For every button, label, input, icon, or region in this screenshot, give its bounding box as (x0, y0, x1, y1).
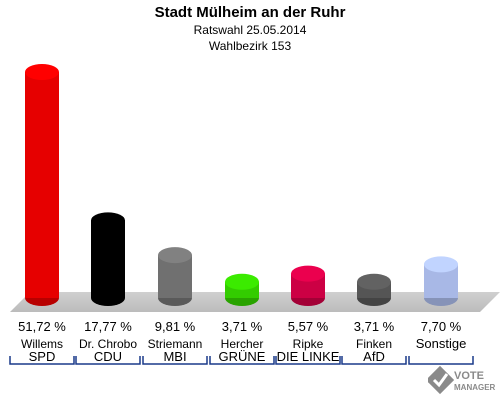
category-bracket (142, 356, 208, 365)
value-label: 17,77 % (84, 319, 132, 334)
candidate-label: Ripke (293, 337, 324, 351)
vote-manager-logo: VOTE MANAGER (428, 366, 498, 396)
value-label: 5,57 % (288, 319, 329, 334)
chart-title: Stadt Mülheim an der Ruhr (154, 4, 346, 21)
logo-text-vote: VOTE (454, 370, 484, 382)
bar-cdu (91, 212, 125, 306)
category-bracket (75, 356, 141, 365)
category-bracket (209, 356, 275, 365)
candidate-label: Hercher (221, 337, 264, 351)
party-label: Sonstige (416, 336, 467, 351)
category-bracket (9, 356, 75, 365)
category-bracket (275, 356, 341, 365)
bar-mbi (158, 247, 192, 306)
bar-afd (357, 273, 391, 306)
value-label: 7,70 % (421, 319, 462, 334)
value-label: 51,72 % (18, 319, 66, 334)
party-label: AfD (363, 349, 385, 364)
bar-spd (25, 64, 59, 306)
candidate-label: Striemann (148, 337, 203, 351)
category-bracket (408, 356, 474, 365)
value-label: 3,71 % (222, 319, 263, 334)
chart-subtitle: Ratswahl 25.05.2014 (193, 23, 307, 37)
value-label: 3,71 % (354, 319, 395, 334)
logo-check-icon (428, 366, 455, 395)
party-label: SPD (29, 349, 56, 364)
party-label: MBI (163, 349, 186, 364)
category-bracket (341, 356, 407, 365)
bar-die-linke (291, 265, 325, 306)
candidate-label: Finken (356, 337, 392, 351)
chart-district: Wahlbezirk 153 (208, 39, 292, 53)
party-label: CDU (94, 349, 122, 364)
party-label: DIE LINKE (277, 349, 340, 364)
party-label: GRÜNE (219, 349, 266, 364)
logo-text-manager: MANAGER (454, 383, 496, 392)
candidate-label: Dr. Chrobo (79, 337, 137, 351)
candidate-label: Willems (21, 337, 63, 351)
value-label: 9,81 % (155, 319, 196, 334)
bar-grüne (225, 273, 259, 306)
bar-sonstige (424, 256, 458, 306)
